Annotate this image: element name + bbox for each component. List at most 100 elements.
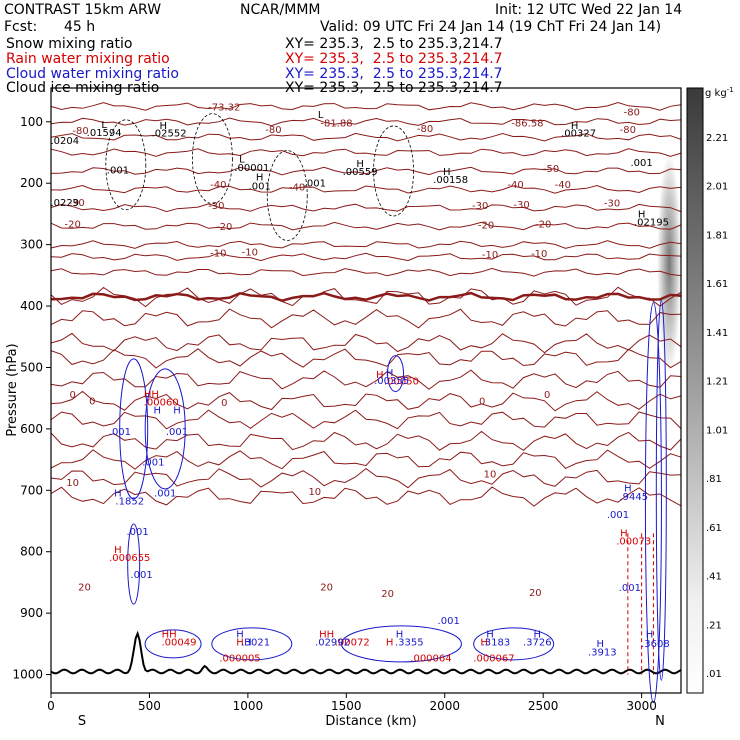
contour-value-label: .000067 xyxy=(473,654,514,665)
contour-value-label: .00073 xyxy=(616,536,651,547)
contour-value-label: 0 xyxy=(89,396,95,407)
contour-value-label: -20 xyxy=(64,219,80,230)
contour-value-label: -80 xyxy=(72,126,88,137)
contour-value-label: .00001 xyxy=(234,163,269,174)
contour-value-label: H xyxy=(244,638,252,649)
terrain-line xyxy=(50,630,682,675)
temperature-contour xyxy=(50,267,682,277)
contour-value-label: -10 xyxy=(242,248,258,259)
temperature-contour xyxy=(50,132,682,142)
temperature-contour xyxy=(50,203,682,213)
contour-value-label: .3913 xyxy=(588,648,617,659)
contour-value-label: -10 xyxy=(531,249,547,260)
contour-value-label: H xyxy=(480,638,488,649)
contour-value-label: H xyxy=(236,630,244,641)
y-tick-label: 1000 xyxy=(12,668,43,682)
contour-value-label: -40 xyxy=(210,180,226,191)
init-time: Init: 12 UTC Wed 22 Jan 14 xyxy=(495,2,683,18)
contour-value-label: .00158 xyxy=(433,175,468,186)
contour-value-label: 0 xyxy=(69,390,75,401)
contour-value-label: H xyxy=(376,370,384,381)
colorbar-tick-label: .61 xyxy=(706,523,722,534)
y-tick-label: 500 xyxy=(20,360,43,374)
contour-value-label: 20 xyxy=(78,582,91,593)
contour-value-label: .0204 xyxy=(50,136,79,147)
legend-rain-label: Rain water mixing ratio xyxy=(6,51,170,67)
temperature-contour xyxy=(50,101,682,111)
contour-value-label: 10 xyxy=(308,487,321,498)
contour-value-label: 20 xyxy=(381,589,394,600)
contour-value-label: .001 xyxy=(154,488,176,499)
contour-value-label: .001 xyxy=(630,158,652,169)
x-tick-label: 1000 xyxy=(233,699,264,713)
contour-value-label: 20 xyxy=(320,582,333,593)
colorbar-tick-label: 1.81 xyxy=(706,230,728,241)
forecast-hour: 45 h xyxy=(64,19,96,35)
contour-value-label: .001 xyxy=(130,570,152,581)
y-tick-label: 800 xyxy=(20,545,43,559)
y-tick-label: 200 xyxy=(20,176,43,190)
center-title: NCAR/MMM xyxy=(240,2,321,18)
cloud-water-contour xyxy=(119,358,149,500)
temperature-contour xyxy=(50,221,682,231)
snow-shading xyxy=(657,153,682,374)
colorbar-tick-label: .41 xyxy=(706,572,722,583)
contour-value-label: H xyxy=(620,528,628,539)
contour-value-label: .00327 xyxy=(561,129,596,140)
colorbar-tick-label: .81 xyxy=(706,474,722,485)
temperature-contour xyxy=(50,308,682,329)
contour-value-label: .001 xyxy=(438,616,460,627)
temperature-contour xyxy=(50,390,682,412)
legend-cloud-water-xy: XY= 235.3, 2.5 to 235.3,214.7 xyxy=(285,66,503,82)
contour-value-label: .3726 xyxy=(523,638,552,649)
y-axis-label: Pressure (hPa) xyxy=(5,343,20,436)
cloud-water-contour xyxy=(655,299,667,681)
snow-contour xyxy=(192,113,233,205)
contour-value-label: .3608 xyxy=(641,639,670,650)
model-title: CONTRAST 15km ARW xyxy=(4,2,162,18)
contour-value-label: .001 xyxy=(619,583,641,594)
contour-value-label: -40 xyxy=(507,180,523,191)
contour-value-label: H xyxy=(386,368,394,379)
valid-time: Valid: 09 UTC Fri 24 Jan 14 (19 ChT Fri … xyxy=(320,19,662,35)
temperature-contour xyxy=(50,369,682,390)
contour-value-label: .00049 xyxy=(161,638,196,649)
colorbar-tick-label: 2.21 xyxy=(706,133,728,144)
contour-value-label: .3021 xyxy=(241,638,270,649)
contour-value-label: .02552 xyxy=(152,129,187,140)
contour-value-label: .00072 xyxy=(335,638,370,649)
colorbar-tick-label: .21 xyxy=(706,620,722,631)
colorbar-tick-label: 1.61 xyxy=(706,279,728,290)
contour-value-label: .000064 xyxy=(410,654,451,665)
contour-value-label: H xyxy=(173,406,181,417)
contour-value-label: H xyxy=(154,406,162,417)
cloud-water-contour xyxy=(340,625,462,663)
contour-value-label: H xyxy=(624,484,632,495)
contour-value-label: -30 xyxy=(604,199,620,210)
contour-value-label: -20 xyxy=(216,222,232,233)
contour-value-label: H xyxy=(638,210,646,221)
contour-value-label: 0 xyxy=(479,396,485,407)
legend-snow-label: Snow mixing ratio xyxy=(6,36,133,52)
contour-value-label: .3183 xyxy=(482,638,511,649)
snow-contour xyxy=(105,119,147,211)
contour-value-label: HH xyxy=(319,630,334,641)
x-tick-label: 2000 xyxy=(429,699,460,713)
cloud-water-contour xyxy=(144,368,186,490)
cloud-water-contour xyxy=(644,302,662,704)
contour-value-label: L xyxy=(101,120,107,131)
contour-value-label: H xyxy=(571,121,579,132)
temperature-contour xyxy=(50,467,682,489)
cloud-water-contour xyxy=(127,523,141,605)
x-axis-label: Distance (km) xyxy=(325,714,416,729)
plot-frame xyxy=(50,87,682,694)
contour-value-label: H xyxy=(114,545,122,556)
colorbar-unit: g kg-1 xyxy=(705,86,734,99)
contour-value-label: .000005 xyxy=(219,654,260,665)
colorbar-tick-label: 1.41 xyxy=(706,328,728,339)
cloud-water-contour xyxy=(144,629,202,659)
y-tick-label: 600 xyxy=(20,422,43,436)
cloud-water-contour xyxy=(473,627,555,661)
contour-value-label: -86.58 xyxy=(511,119,543,130)
